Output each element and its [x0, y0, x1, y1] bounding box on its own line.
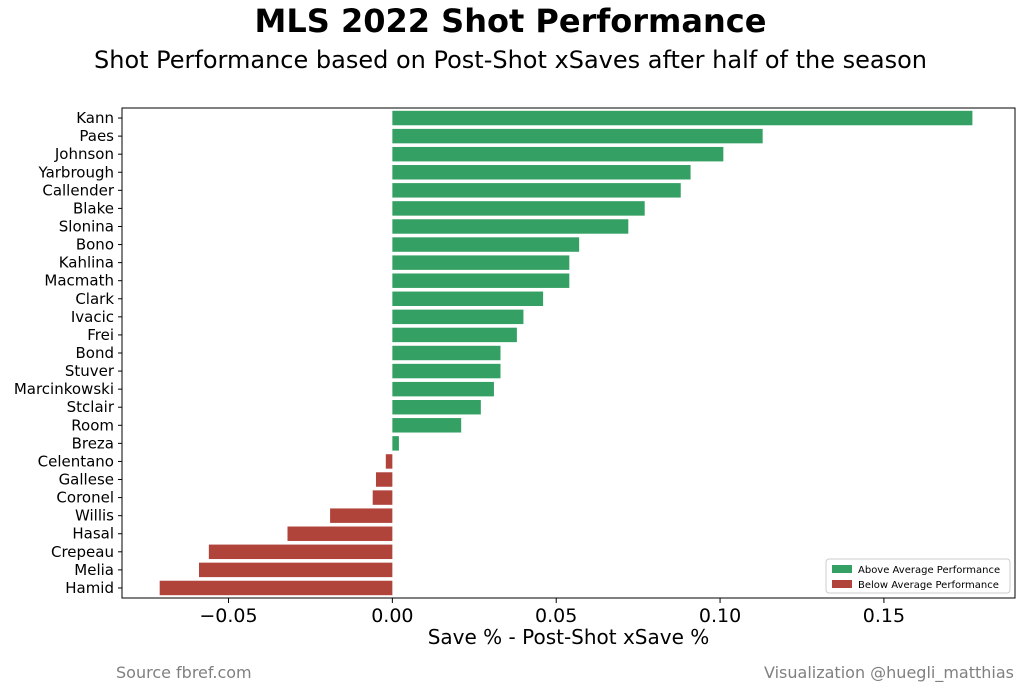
- legend: Above Average Performance Below Average P…: [825, 558, 1011, 594]
- bar-kahlina: [392, 255, 570, 270]
- x-tick-label: 0.15: [863, 605, 905, 627]
- y-tick-label: Coronel: [56, 489, 114, 507]
- y-tick-label: Stuver: [65, 362, 115, 380]
- y-tick-labels: KannPaesJohnsonYarbroughCallenderBlakeSl…: [14, 109, 122, 597]
- bar-bono: [392, 237, 580, 252]
- bar-coronel: [372, 490, 393, 505]
- y-tick-label: Yarbrough: [37, 163, 114, 181]
- y-tick-label: Breza: [72, 434, 114, 452]
- bar-room: [392, 418, 462, 433]
- y-tick-label: Hamid: [65, 579, 114, 597]
- y-tick-label: Paes: [79, 127, 114, 145]
- bar-paes: [392, 128, 763, 144]
- bar-macmath: [392, 273, 570, 288]
- legend-box: [825, 558, 1011, 594]
- x-ticks: −0.05 0.00 0.05 0.10 0.15: [199, 598, 905, 627]
- bar-ivacic: [392, 309, 524, 325]
- bar-callender: [392, 183, 681, 198]
- x-tick-label: −0.05: [199, 605, 257, 627]
- y-tick-label: Kann: [76, 109, 114, 127]
- y-tick-label: Willis: [75, 507, 114, 525]
- bar-blake: [392, 201, 645, 216]
- chart-subtitle: Shot Performance based on Post-Shot xSav…: [94, 46, 927, 74]
- y-tick-label: Gallese: [59, 471, 114, 489]
- y-tick-label: Kahlina: [59, 254, 114, 272]
- y-tick-label: Bond: [76, 344, 115, 362]
- y-tick-label: Stclair: [67, 398, 115, 416]
- bar-gallese: [375, 472, 393, 487]
- plot-frame: [121, 107, 1016, 599]
- y-tick-label: Melia: [74, 561, 114, 579]
- bar-bond: [392, 345, 501, 361]
- bar-hasal: [287, 526, 393, 541]
- bars-group: [159, 110, 973, 596]
- y-tick-label: Blake: [73, 199, 114, 217]
- bar-marcinkowski: [392, 381, 494, 397]
- y-tick-label: Marcinkowski: [14, 380, 114, 398]
- bar-melia: [199, 562, 393, 578]
- y-tick-label: Frei: [87, 326, 114, 344]
- x-tick-label: 0.10: [699, 605, 741, 627]
- y-tick-label: Bono: [76, 236, 114, 254]
- source-note: Source fbref.com: [116, 663, 252, 682]
- legend-swatch: [832, 580, 852, 588]
- y-tick-label: Ivacic: [71, 308, 114, 326]
- bar-breza: [392, 436, 399, 451]
- legend-label: Above Average Performance: [858, 565, 1000, 576]
- bar-johnson: [392, 146, 724, 162]
- y-tick-label: Slonina: [59, 217, 114, 235]
- y-tick-label: Macmath: [44, 272, 114, 290]
- legend-label: Below Average Performance: [858, 580, 999, 591]
- bar-yarbrough: [392, 165, 691, 180]
- bar-slonina: [392, 219, 629, 234]
- x-tick-label: 0.00: [371, 605, 413, 627]
- y-tick-label: Celentano: [38, 452, 114, 470]
- x-tick-label: 0.05: [535, 605, 577, 627]
- credit-note: Visualization @huegli_matthias: [764, 663, 1014, 682]
- y-tick-label: Clark: [75, 290, 114, 308]
- bar-stclair: [392, 399, 481, 415]
- y-tick-label: Johnson: [54, 145, 114, 163]
- bar-willis: [330, 508, 393, 523]
- legend-swatch: [832, 565, 852, 573]
- x-axis-label: Save % - Post-Shot xSave %: [428, 625, 710, 649]
- y-tick-label: Hasal: [72, 525, 114, 543]
- y-tick-label: Callender: [42, 181, 114, 199]
- y-tick-label: Crepeau: [51, 543, 114, 561]
- bar-clark: [392, 291, 544, 307]
- chart-title: MLS 2022 Shot Performance: [254, 2, 767, 40]
- bar-crepeau: [208, 544, 393, 560]
- bar-celentano: [385, 454, 393, 469]
- bar-hamid: [159, 580, 393, 596]
- bar-kann: [392, 110, 973, 126]
- bar-stuver: [392, 363, 501, 379]
- y-tick-label: Room: [71, 416, 114, 434]
- bar-frei: [392, 327, 517, 343]
